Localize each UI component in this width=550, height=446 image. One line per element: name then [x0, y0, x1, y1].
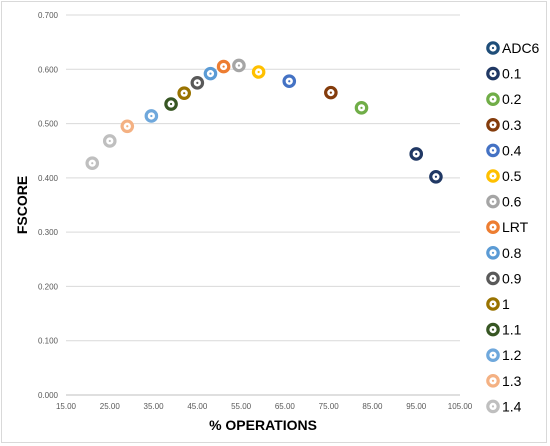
legend-marker: [486, 118, 500, 132]
legend-label: 0.6: [502, 194, 522, 210]
data-points: [85, 58, 443, 184]
x-tick-label: 45.00: [187, 402, 208, 411]
x-tick-label: 85.00: [362, 402, 383, 411]
legend-label: 1.4: [502, 398, 522, 414]
x-tick-label: 65.00: [275, 402, 296, 411]
x-tick-label: 15.00: [56, 402, 77, 411]
data-point: [120, 119, 135, 134]
data-point: [216, 59, 231, 74]
legend-item: 1.2: [486, 347, 522, 363]
legend-marker: [486, 246, 500, 260]
legend-item: 1.3: [486, 373, 522, 389]
legend-marker: [486, 66, 500, 81]
legend-label: 1.3: [502, 373, 522, 389]
data-point: [190, 76, 205, 90]
legend-label: 1: [502, 296, 510, 312]
legend-item: 0.8: [486, 245, 522, 261]
legend-label: 1.2: [502, 347, 522, 363]
legend-item: LRT: [486, 219, 529, 235]
data-point: [85, 156, 100, 170]
legend-item: 0.9: [486, 270, 522, 286]
legend-item: 0.6: [486, 194, 522, 210]
data-point: [282, 74, 297, 89]
legend-marker: [486, 194, 500, 209]
y-tick-label: 0.200: [38, 282, 59, 291]
legend-marker: [486, 169, 500, 183]
legend-item: 0.1: [486, 66, 522, 82]
y-tick-label: 0.400: [38, 174, 59, 183]
legend-marker: [486, 399, 500, 414]
legend-label: 0.1: [502, 66, 522, 82]
y-axis-title: FSCORE: [14, 176, 30, 234]
legend-item: ADC6: [486, 40, 540, 56]
legend-marker: [486, 271, 500, 286]
x-tick-label: 105.00: [448, 402, 473, 411]
data-point: [429, 169, 443, 184]
legend-item: 1: [486, 296, 510, 312]
x-tick-label: 35.00: [144, 402, 165, 411]
legend-label: 0.8: [502, 245, 522, 261]
legend-label: 0.5: [502, 168, 522, 184]
legend-marker: [486, 322, 500, 337]
legend-item: 0.2: [486, 91, 522, 107]
legend-label: LRT: [502, 219, 529, 235]
legend-marker: [486, 348, 500, 362]
legend: ADC6 0.1 0.2 0.3 0.4 0.5 0.6 LRT 0.8 0.9 1 1.1 1.2 1.…: [486, 40, 540, 414]
y-tick-label: 0.700: [38, 11, 59, 20]
legend-marker: [486, 220, 500, 234]
legend-label: 1.1: [502, 322, 522, 338]
data-point: [203, 66, 218, 81]
legend-label: ADC6: [502, 40, 540, 56]
data-point: [164, 97, 178, 111]
legend-item: 1.1: [486, 322, 522, 338]
legend-label: 0.3: [502, 117, 522, 133]
legend-marker: [486, 373, 500, 388]
legend-label: 0.4: [502, 142, 522, 158]
legend-item: 1.4: [486, 398, 522, 414]
legend-label: 0.9: [502, 270, 522, 286]
data-point: [409, 147, 424, 161]
data-point: [177, 86, 191, 100]
x-tick-label: 75.00: [319, 402, 340, 411]
y-tick-label: 0.500: [38, 120, 59, 129]
data-point: [354, 101, 369, 115]
data-point: [144, 109, 159, 123]
data-point: [102, 134, 117, 148]
tick-labels: 0.000 0.100 0.200 0.300 0.400 0.500 0.600 0.700…: [38, 11, 473, 411]
legend-marker: [486, 41, 500, 55]
x-tick-label: 55.00: [231, 402, 252, 411]
legend-label: 0.2: [502, 91, 522, 107]
y-tick-label: 0.000: [38, 391, 59, 400]
data-point: [251, 65, 266, 79]
x-axis-title: % OPERATIONS: [209, 417, 317, 433]
data-point: [324, 85, 338, 100]
legend-item: 0.4: [486, 142, 522, 158]
y-tick-label: 0.300: [38, 228, 59, 237]
y-tick-label: 0.600: [38, 65, 59, 74]
legend-marker: [486, 297, 500, 311]
y-tick-label: 0.100: [38, 337, 59, 346]
data-point: [232, 58, 246, 73]
x-tick-label: 95.00: [406, 402, 427, 411]
legend-marker: [486, 143, 500, 158]
legend-item: 0.5: [486, 168, 522, 184]
legend-item: 0.3: [486, 117, 522, 133]
grid-lines: [66, 14, 460, 342]
legend-marker: [486, 92, 500, 106]
x-tick-label: 25.00: [100, 402, 121, 411]
